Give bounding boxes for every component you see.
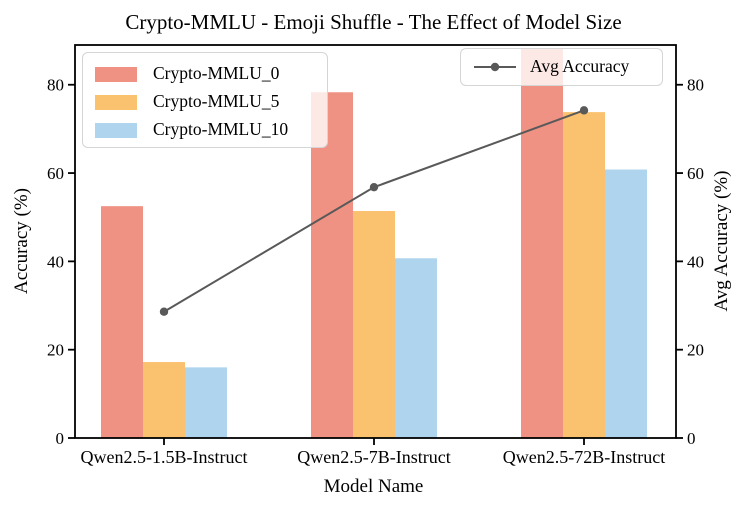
legend-swatch-icon [95,66,137,82]
y-tick-label-left: 40 [47,252,64,271]
legend-swatch-icon [95,94,137,110]
y-tick-label-left: 20 [47,341,64,360]
legend-item-label: Crypto-MMLU_10 [153,119,289,140]
bar-Crypto-MMLU_5 [143,362,185,438]
avg-accuracy-marker [159,307,169,316]
y-tick-label-left: 0 [56,429,65,448]
axes-frame [74,44,677,439]
legend-item: Crypto-MMLU_0 [95,60,327,88]
legend-item-label: Avg Accuracy [530,56,630,77]
legend-bars: Crypto-MMLU_0 Crypto-MMLU_5 Crypto-MMLU_… [82,52,328,148]
y-axis-label-left: Accuracy (%) [11,187,32,295]
bar-Crypto-MMLU_10 [395,258,437,438]
x-tick-label: Qwen2.5-1.5B-Instruct [81,447,248,467]
bar-Crypto-MMLU_10 [185,367,227,438]
y-tick-label-right: 20 [687,341,704,360]
avg-accuracy-marker [579,106,589,115]
legend-item: Crypto-MMLU_10 [95,116,327,144]
legend-avg-line: Avg Accuracy [460,48,663,86]
chart-title: Crypto-MMLU - Emoji Shuffle - The Effect… [125,10,622,34]
legend-item-label: Crypto-MMLU_0 [153,63,280,84]
x-axis-label: Model Name [323,476,424,497]
bar-Crypto-MMLU_5 [353,211,395,438]
y-tick-label-right: 0 [687,429,696,448]
y-tick-label-right: 80 [687,76,704,95]
bar-Crypto-MMLU_0 [521,48,563,439]
x-tick-label: Qwen2.5-72B-Instruct [503,447,665,467]
legend-swatch-icon [95,122,137,138]
line-marker-icon [474,62,516,72]
bar-Crypto-MMLU_0 [311,92,353,438]
legend-item-label: Crypto-MMLU_5 [153,91,280,112]
y-tick-label-right: 60 [687,164,704,183]
y-tick-label-left: 80 [47,76,64,95]
bar-Crypto-MMLU_0 [101,206,143,438]
legend-item: Crypto-MMLU_5 [95,88,327,116]
avg-accuracy-marker [369,182,379,192]
y-axis-label-right: Avg Accuracy (%) [711,170,732,312]
y-tick-label-left: 60 [47,164,64,183]
bar-Crypto-MMLU_5 [563,112,605,438]
bar-Crypto-MMLU_10 [605,169,647,438]
x-tick-label: Qwen2.5-7B-Instruct [297,447,450,467]
y-tick-label-right: 40 [687,252,704,271]
